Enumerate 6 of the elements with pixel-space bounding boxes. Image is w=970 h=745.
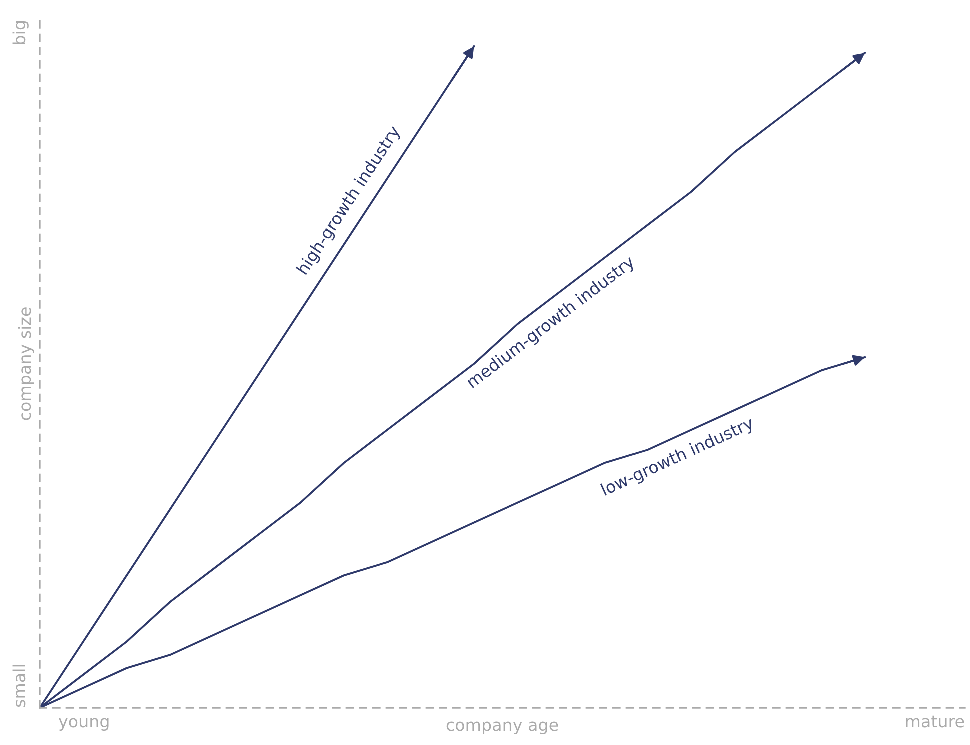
x-axis-title: company age: [446, 722, 558, 735]
text: young: [58, 718, 109, 732]
text: mature: [906, 716, 964, 728]
y-axis-title: company size: [18, 308, 34, 420]
text: big: [12, 22, 29, 44]
annotation: small: [12, 665, 26, 708]
